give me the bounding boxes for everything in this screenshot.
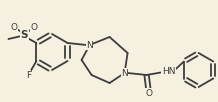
Text: O: O (31, 23, 38, 32)
Text: N: N (121, 69, 128, 78)
Text: N: N (86, 40, 93, 49)
Text: HN: HN (162, 68, 175, 76)
Text: O: O (145, 89, 152, 98)
Text: O: O (11, 23, 18, 32)
Text: S: S (21, 30, 28, 40)
Text: F: F (26, 70, 31, 79)
